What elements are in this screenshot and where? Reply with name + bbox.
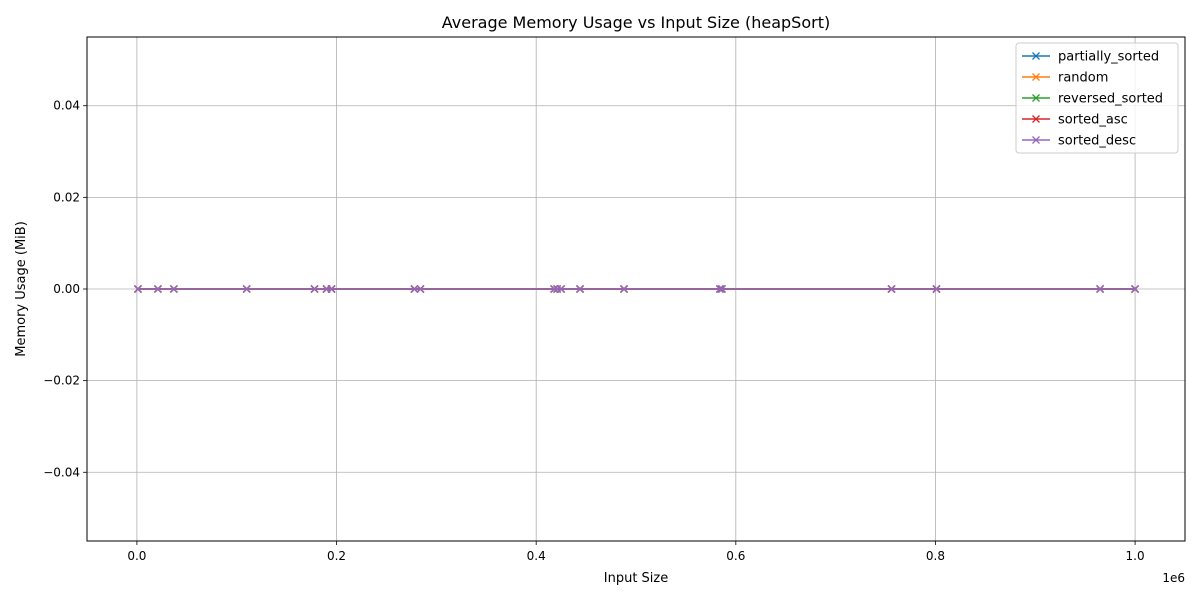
data-point-marker (242, 285, 251, 293)
x-tick-label: 0.0 (127, 549, 146, 563)
y-tick-label: 0.04 (53, 99, 80, 113)
data-point-marker (1096, 285, 1105, 293)
legend-label: random (1058, 71, 1108, 86)
data-point-marker (620, 285, 628, 293)
data-point-marker (715, 285, 724, 293)
y-tick-label: −0.04 (43, 465, 80, 479)
x-axis-label: Input Size (604, 571, 668, 586)
data-point-marker (410, 285, 419, 293)
x-axis: 0.0 0.2 0.4 0.6 0.8 1.0 (127, 541, 1145, 563)
legend-item: reversed_sorted (1022, 92, 1163, 107)
data-point-marker (153, 285, 162, 293)
x-axis-offset-label: 1e6 (1162, 571, 1185, 585)
series-layer (133, 285, 1140, 293)
data-point-marker (717, 285, 726, 293)
data-point-marker (1131, 285, 1140, 293)
legend-label: partially_sorted (1058, 50, 1159, 65)
series-sorted-desc (133, 285, 1140, 293)
x-tick-label: 0.2 (327, 549, 346, 563)
data-point-marker (576, 285, 585, 293)
x-tick-label: 0.8 (926, 549, 945, 563)
data-point-marker (310, 285, 319, 293)
x-tick-label: 0.4 (527, 549, 546, 563)
data-point-marker (550, 285, 559, 293)
legend-label: sorted_desc (1058, 134, 1136, 149)
y-axis: −0.04 −0.02 0.00 0.02 0.04 (43, 99, 87, 479)
legend-label: reversed_sorted (1058, 92, 1163, 107)
x-tick-label: 0.6 (726, 549, 745, 563)
legend-marker (1032, 73, 1040, 81)
legend-item: random (1022, 71, 1108, 86)
y-tick-label: −0.02 (43, 374, 80, 388)
legend-item: sorted_asc (1022, 113, 1128, 128)
data-point-marker (887, 285, 896, 293)
y-tick-label: 0.02 (53, 190, 80, 204)
y-axis-label: Memory Usage (MiB) (14, 221, 29, 357)
y-tick-label: 0.00 (53, 282, 80, 296)
legend-marker (1032, 136, 1040, 144)
legend-box (1015, 42, 1179, 154)
data-point-marker (327, 285, 336, 293)
x-tick-label: 1.0 (1126, 549, 1145, 563)
data-point-marker (133, 285, 142, 293)
data-point-marker (169, 285, 178, 293)
legend-label: sorted_asc (1058, 113, 1128, 128)
data-point-marker (932, 285, 941, 293)
data-point-marker (557, 285, 566, 293)
legend-item: partially_sorted (1022, 50, 1159, 65)
legend-item: sorted_desc (1022, 134, 1136, 149)
chart-title: Average Memory Usage vs Input Size (heap… (442, 13, 830, 32)
data-point-marker (416, 285, 425, 293)
legend-marker (1032, 94, 1040, 102)
legend-marker (1032, 52, 1040, 60)
legend-marker (1032, 115, 1040, 123)
